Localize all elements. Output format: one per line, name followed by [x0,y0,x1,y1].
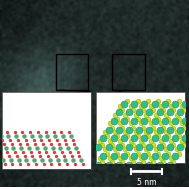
Bar [112,54,145,90]
Text: 5 nm: 5 nm [137,178,156,187]
Bar [56,54,88,90]
